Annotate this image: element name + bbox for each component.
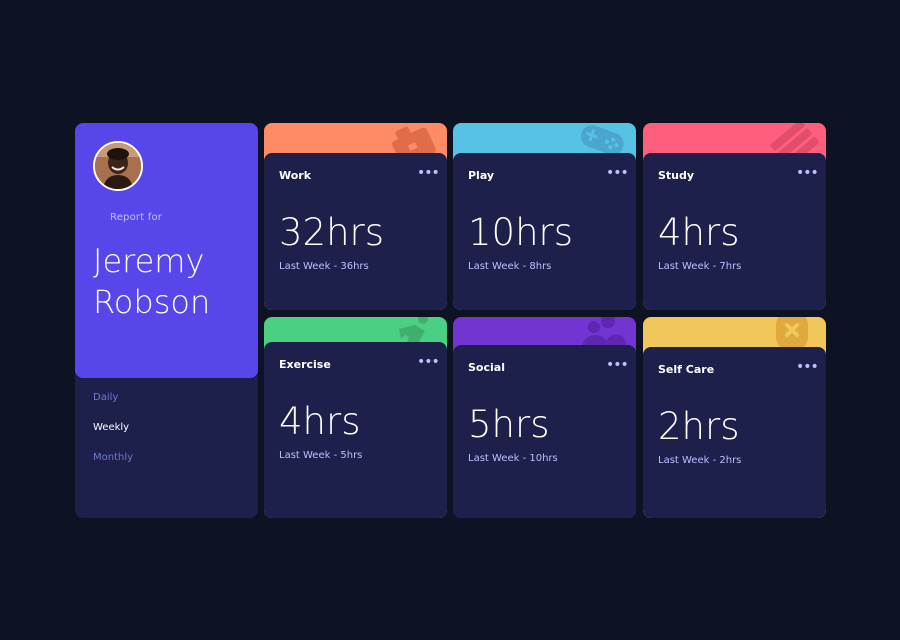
activity-title: Self Care	[658, 363, 715, 376]
gamepad-icon	[581, 125, 624, 155]
current-hours: 4hrs	[279, 400, 361, 443]
previous-hours: Last Week - 7hrs	[658, 261, 742, 272]
timeframe-daily[interactable]: Daily	[93, 392, 119, 403]
avatar-photo-icon	[95, 143, 141, 189]
ellipsis-icon[interactable]: •••	[417, 165, 440, 181]
timeframe-nav: Daily Weekly Monthly	[93, 392, 133, 482]
activity-card-play: Play ••• 10hrs Last Week - 8hrs	[453, 123, 636, 310]
activity-panel[interactable]: Self Care ••• 2hrs Last Week - 2hrs	[643, 347, 826, 518]
activity-card-self-care: Self Care ••• 2hrs Last Week - 2hrs	[643, 317, 826, 518]
activity-panel[interactable]: Play ••• 10hrs Last Week - 8hrs	[453, 153, 636, 310]
previous-hours: Last Week - 2hrs	[658, 455, 742, 466]
activity-title: Work	[279, 169, 312, 182]
previous-hours: Last Week - 8hrs	[468, 261, 552, 272]
current-hours: 10hrs	[468, 211, 574, 254]
activity-card-study: Study ••• 4hrs Last Week - 7hrs	[643, 123, 826, 310]
timeframe-weekly[interactable]: Weekly	[93, 422, 130, 433]
current-hours: 4hrs	[658, 211, 740, 254]
activity-title: Exercise	[279, 358, 331, 371]
current-hours: 5hrs	[468, 403, 550, 446]
ellipsis-icon[interactable]: •••	[417, 354, 440, 370]
activity-card-work: Work ••• 32hrs Last Week - 36hrs	[264, 123, 447, 310]
activity-card-social: Social ••• 5hrs Last Week - 10hrs	[453, 317, 636, 518]
activity-panel[interactable]: Work ••• 32hrs Last Week - 36hrs	[264, 153, 447, 310]
activity-panel[interactable]: Social ••• 5hrs Last Week - 10hrs	[453, 345, 636, 518]
activity-card-exercise: Exercise ••• 4hrs Last Week - 5hrs	[264, 317, 447, 518]
activity-panel[interactable]: Study ••• 4hrs Last Week - 7hrs	[643, 153, 826, 310]
ellipsis-icon[interactable]: •••	[606, 165, 629, 181]
current-hours: 2hrs	[658, 405, 740, 448]
current-hours: 32hrs	[279, 211, 385, 254]
activity-title: Play	[468, 169, 495, 182]
report-label: Report for	[110, 212, 163, 223]
activity-title: Study	[658, 169, 695, 182]
ellipsis-icon[interactable]: •••	[606, 357, 629, 373]
self-care-icon	[776, 317, 808, 351]
avatar	[93, 141, 143, 191]
user-name: Jeremy Robson	[93, 242, 211, 321]
previous-hours: Last Week - 36hrs	[279, 261, 369, 272]
profile-card: Report for Jeremy Robson Daily Weekly Mo…	[75, 123, 258, 518]
activity-title: Social	[468, 361, 505, 374]
ellipsis-icon[interactable]: •••	[796, 359, 819, 375]
profile-header: Report for Jeremy Robson	[75, 123, 258, 378]
previous-hours: Last Week - 10hrs	[468, 453, 558, 464]
activity-panel[interactable]: Exercise ••• 4hrs Last Week - 5hrs	[264, 342, 447, 518]
previous-hours: Last Week - 5hrs	[279, 450, 363, 461]
ellipsis-icon[interactable]: •••	[796, 165, 819, 181]
timeframe-monthly[interactable]: Monthly	[93, 452, 134, 463]
